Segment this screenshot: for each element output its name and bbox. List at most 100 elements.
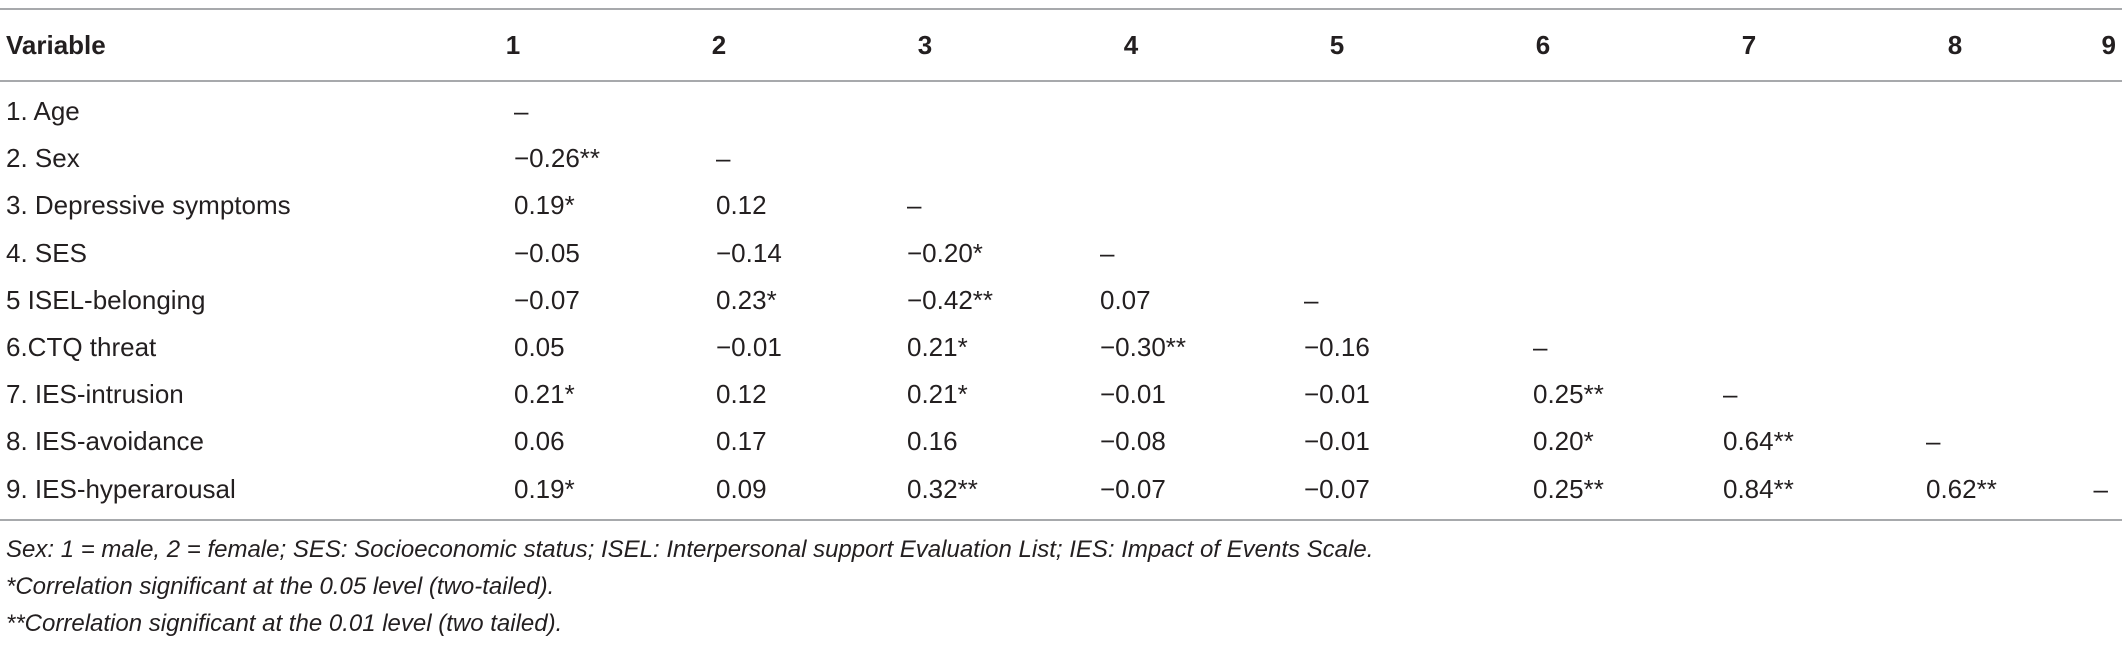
table-cell bbox=[1852, 135, 2058, 182]
cell-value: – bbox=[907, 190, 922, 221]
table-cell: 0.23* bbox=[616, 277, 822, 324]
correlation-table: Variable 1 2 3 4 5 6 7 8 9 1. Age –2. Sex… bbox=[0, 8, 2122, 521]
cell-value: 0.12 bbox=[716, 190, 767, 221]
cell-value: – bbox=[514, 96, 529, 127]
cell-value: −0.42** bbox=[907, 284, 994, 315]
cell-value: −0.07 bbox=[514, 284, 580, 315]
cell-value: 0.25** bbox=[1533, 379, 1604, 410]
header-col-7: 7 bbox=[1646, 8, 1852, 82]
row-label: 8. IES-avoidance bbox=[6, 426, 205, 457]
table-cell bbox=[1852, 324, 2058, 371]
table-cell: −0.07 bbox=[1028, 465, 1234, 521]
cell-value: −0.14 bbox=[716, 237, 782, 268]
cell-value: 0.21* bbox=[907, 332, 968, 363]
table-cell bbox=[822, 81, 1028, 135]
cell-value: −0.05 bbox=[514, 237, 580, 268]
table-cell: – bbox=[1028, 230, 1234, 277]
row-label: 1. Age bbox=[6, 96, 80, 127]
table-row: 4. SES −0.05 −0.14 −0.20* – bbox=[0, 230, 2122, 277]
table-cell bbox=[1234, 230, 1440, 277]
table-cell: 0.32** bbox=[822, 465, 1028, 521]
table-row: 5 ISEL-belonging −0.07 0.23* −0.42** 0.07 – bbox=[0, 277, 2122, 324]
table-cell bbox=[1440, 277, 1646, 324]
table-cell: 0.07 bbox=[1028, 277, 1234, 324]
cell-value: 0.20* bbox=[1533, 426, 1594, 457]
table-cell: – bbox=[410, 81, 616, 135]
table-cell bbox=[1646, 182, 1852, 229]
note-abbreviations: Sex: 1 = male, 2 = female; SES: Socioeco… bbox=[6, 535, 1374, 563]
table-cell: 0.06 bbox=[410, 418, 616, 465]
table-cell bbox=[1852, 81, 2058, 135]
table-cell: −0.08 bbox=[1028, 418, 1234, 465]
cell-value: 0.12 bbox=[716, 379, 767, 410]
table-cell bbox=[2058, 135, 2122, 182]
header-col-1: 1 bbox=[410, 8, 616, 82]
table-cell bbox=[1234, 81, 1440, 135]
cell-value: – bbox=[1533, 332, 1548, 363]
cell-value: – bbox=[716, 143, 731, 174]
table-cell bbox=[1646, 135, 1852, 182]
table-cell: −0.01 bbox=[616, 324, 822, 371]
table-row: 8. IES-avoidance 0.06 0.17 0.16 −0.08 −0.01 0.… bbox=[0, 418, 2122, 465]
table-cell: 0.21* bbox=[822, 324, 1028, 371]
table-cell: −0.16 bbox=[1234, 324, 1440, 371]
table-cell bbox=[1028, 135, 1234, 182]
cell-value: 0.23* bbox=[716, 284, 777, 315]
table-cell: 0.21* bbox=[410, 371, 616, 418]
cell-value: 0.16 bbox=[907, 426, 958, 457]
table-cell: −0.01 bbox=[1234, 371, 1440, 418]
table-cell bbox=[1234, 182, 1440, 229]
table-cell bbox=[616, 81, 822, 135]
table-row: 2. Sex −0.26** – bbox=[0, 135, 2122, 182]
table-header: Variable 1 2 3 4 5 6 7 8 9 bbox=[0, 8, 2122, 82]
header-row: Variable 1 2 3 4 5 6 7 8 9 bbox=[0, 8, 2122, 82]
table-cell: – bbox=[822, 182, 1028, 229]
row-label: 6.CTQ threat bbox=[6, 332, 157, 363]
table-cell bbox=[1852, 277, 2058, 324]
table-cell: −0.01 bbox=[1234, 418, 1440, 465]
table-cell bbox=[1852, 371, 2058, 418]
table-cell: – bbox=[1646, 371, 1852, 418]
cell-value: −0.01 bbox=[1304, 426, 1370, 457]
cell-value: 0.21* bbox=[514, 379, 575, 410]
table-cell: 0.19* bbox=[410, 182, 616, 229]
table-cell bbox=[822, 135, 1028, 182]
cell-value: −0.08 bbox=[1100, 426, 1166, 457]
table-cell: −0.01 bbox=[1028, 371, 1234, 418]
table-cell bbox=[1852, 230, 2058, 277]
row-label: 9. IES-hyperarousal bbox=[0, 465, 410, 521]
cell-value: −0.16 bbox=[1304, 332, 1370, 363]
table-cell bbox=[1646, 277, 1852, 324]
table-cell bbox=[1440, 81, 1646, 135]
table-cell: 0.17 bbox=[616, 418, 822, 465]
table-cell bbox=[1440, 135, 1646, 182]
cell-value: – bbox=[1304, 284, 1319, 315]
table-cell bbox=[1028, 81, 1234, 135]
table-row: 7. IES-intrusion 0.21* 0.12 0.21* −0.01 −0.01… bbox=[0, 371, 2122, 418]
table-cell: 0.25** bbox=[1440, 465, 1646, 521]
table-cell: – bbox=[616, 135, 822, 182]
correlation-table-container: Variable 1 2 3 4 5 6 7 8 9 1. Age –2. Sex… bbox=[0, 8, 2122, 642]
table-cell: −0.26** bbox=[410, 135, 616, 182]
table-cell: 0.84** bbox=[1646, 465, 1852, 521]
header-col-2: 2 bbox=[616, 8, 822, 82]
table-cell bbox=[2058, 182, 2122, 229]
table-cell: −0.07 bbox=[1234, 465, 1440, 521]
table-cell: – bbox=[1440, 324, 1646, 371]
cell-value: −0.01 bbox=[1304, 379, 1370, 410]
cell-value: −0.01 bbox=[716, 332, 782, 363]
cell-value: 0.32** bbox=[907, 473, 978, 504]
table-cell: 0.20* bbox=[1440, 418, 1646, 465]
table-cell: −0.05 bbox=[410, 230, 616, 277]
table-cell: – bbox=[1234, 277, 1440, 324]
table-row: 1. Age – bbox=[0, 81, 2122, 135]
table-row: 9. IES-hyperarousal 0.19* 0.09 0.32** −0.07 −… bbox=[0, 465, 2122, 521]
table-cell bbox=[1852, 182, 2058, 229]
header-col-4: 4 bbox=[1028, 8, 1234, 82]
table-cell: 0.25** bbox=[1440, 371, 1646, 418]
cell-value: 0.06 bbox=[514, 426, 565, 457]
table-cell bbox=[2058, 418, 2122, 465]
table-body: 1. Age –2. Sex −0.26** –3. Depressive sympt… bbox=[0, 81, 2122, 521]
cell-value: −0.01 bbox=[1100, 379, 1166, 410]
table-cell bbox=[1028, 182, 1234, 229]
